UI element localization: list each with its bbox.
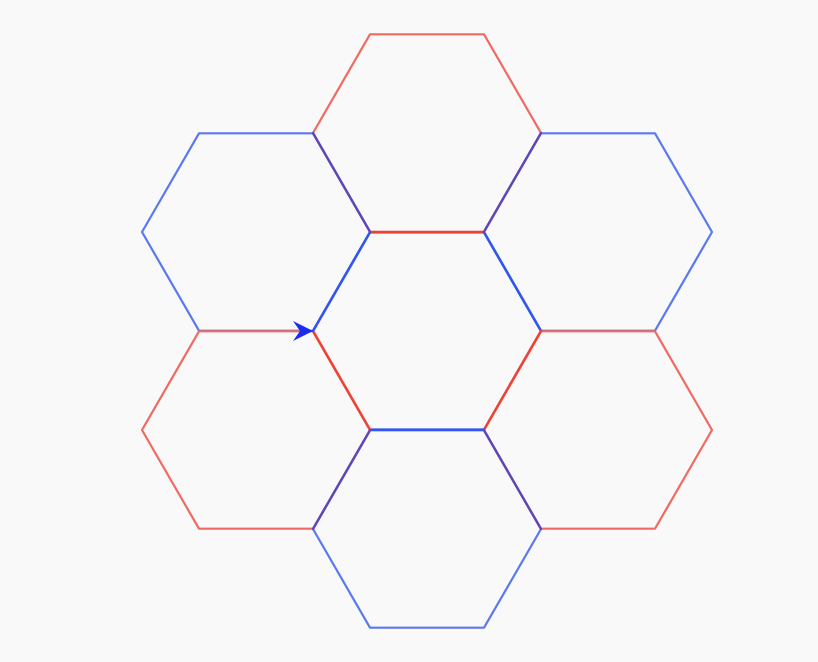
center-edge-upper-left bbox=[311, 230, 372, 333]
center-hexagon-edges bbox=[311, 131, 543, 531]
center-edge-lower-right bbox=[482, 329, 543, 432]
joint-bottom-left bbox=[311, 429, 372, 531]
center-edge-lower-left bbox=[311, 329, 372, 432]
joint-top-right bbox=[482, 131, 543, 233]
direction-arrow-icon bbox=[293, 321, 313, 341]
center-edge-upper-right bbox=[482, 230, 543, 333]
joint-bottom-right bbox=[482, 429, 543, 531]
joint-top-left bbox=[311, 131, 372, 233]
